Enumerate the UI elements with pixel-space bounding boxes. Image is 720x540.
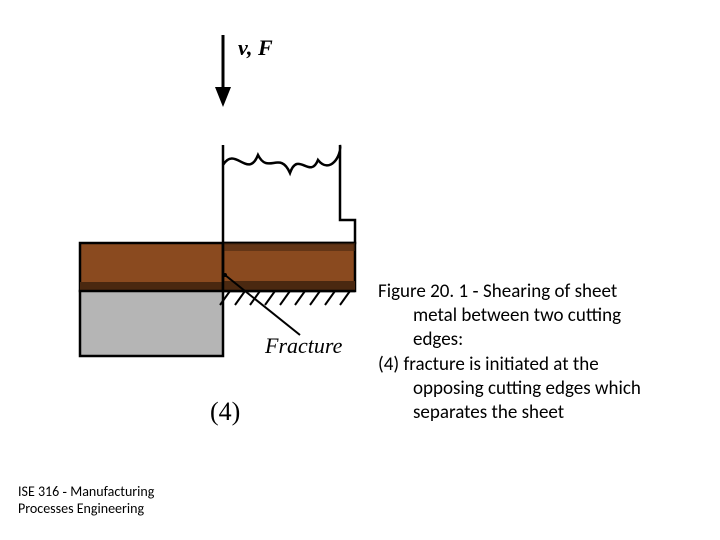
die-block [80,291,223,356]
fracture-leader-dot [223,273,227,277]
caption-item-num: (4) [378,353,399,376]
punch-shape [223,145,355,243]
fracture-label: Fracture [264,333,343,358]
caption-body-1: metal between two cutting [378,304,708,328]
step-number-label: (4) [210,397,240,426]
force-arrow-head [215,87,231,107]
figure-caption: Figure 20. 1 ‑ Shearing of sheet metal b… [378,280,708,425]
caption-item-1: fracture is initiated at the [403,353,598,376]
shearing-diagram: v, F Fracture [70,25,370,445]
diagram-svg: v, F Fracture [70,25,370,445]
footer: ISE 316 ‑ Manufacturing Processes Engine… [18,484,154,518]
caption-item-2: opposing cutting edges which [378,377,708,401]
sheet-left-bot-shadow [80,282,223,291]
footer-line-2: Processes Engineering [18,501,154,518]
force-label: v, F [238,35,273,60]
footer-line-1: ISE 316 ‑ Manufacturing [18,484,154,501]
sheet-right-top-shadow [223,243,355,251]
caption-item-3: separates the sheet [378,401,708,425]
ground-hatch [220,291,355,305]
caption-title: Figure 20. 1 ‑ Shearing of sheet [378,280,617,303]
caption-body-2: edges: [378,328,708,352]
